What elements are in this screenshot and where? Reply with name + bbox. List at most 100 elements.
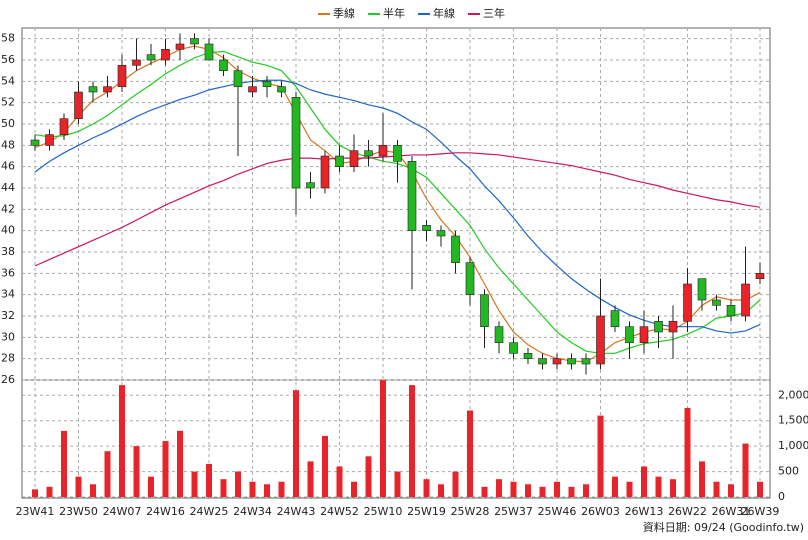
- volume-bar: [612, 476, 618, 497]
- volume-bar: [162, 441, 169, 497]
- y-tick-label: 52: [1, 96, 15, 109]
- x-tick-label: 26W03: [581, 505, 620, 518]
- y2-tick-label: 2,000: [778, 388, 808, 401]
- volume-bar: [423, 479, 430, 497]
- x-tick-label: 24W16: [146, 505, 185, 518]
- candle-body: [132, 59, 141, 66]
- volume-bar: [481, 486, 488, 497]
- candle-body: [538, 358, 547, 365]
- legend-label: 年線: [433, 6, 455, 20]
- volume-bar: [365, 456, 372, 497]
- candle-body: [393, 145, 402, 162]
- y-tick-label: 36: [1, 266, 15, 279]
- candle-body: [668, 321, 678, 333]
- y-tick-label: 40: [1, 224, 15, 237]
- volume-bar: [249, 481, 256, 497]
- legend-label: 季線: [333, 6, 355, 20]
- source-note: 資料日期: 09/24 (Goodinfo.tw): [643, 520, 804, 534]
- y-tick-label: 30: [1, 330, 15, 343]
- plot-frame: [21, 27, 771, 499]
- x-tick-label: 24W52: [320, 505, 359, 518]
- volume-bar: [351, 481, 357, 497]
- volume-bar: [61, 430, 67, 497]
- moving-average-line: [34, 79, 761, 334]
- candle-body: [654, 321, 663, 333]
- y-tick-label: 26: [1, 373, 15, 386]
- x-tick-label: 23W50: [59, 505, 98, 518]
- volume-bar: [206, 463, 212, 497]
- volume-bar: [525, 484, 531, 497]
- candle-body: [74, 91, 83, 119]
- candle-body: [59, 118, 69, 135]
- volume-bar: [641, 466, 647, 497]
- candle-body: [30, 139, 40, 146]
- y2-tick-label: 500: [778, 465, 799, 478]
- volume-bar: [264, 484, 270, 497]
- candle-body: [625, 326, 634, 343]
- candle-body: [146, 54, 156, 61]
- y-tick-label: 38: [1, 245, 15, 258]
- candle-body: [291, 97, 301, 189]
- candle-body: [88, 86, 98, 93]
- x-tick-label: 25W28: [451, 505, 490, 518]
- candle-body: [596, 315, 605, 365]
- volume-bar: [133, 446, 140, 497]
- volume-bar: [742, 443, 749, 497]
- y2-tick-label: 1,000: [778, 439, 808, 452]
- candle-body: [480, 294, 489, 327]
- candle-body: [204, 43, 214, 61]
- y-tick-label: 50: [1, 117, 15, 130]
- candle-body: [741, 283, 750, 317]
- candle-body: [103, 86, 112, 93]
- candle-body: [248, 86, 257, 93]
- y-tick-label: 46: [1, 160, 15, 173]
- x-tick-label: 26W39: [741, 505, 780, 518]
- legend-label: 三年: [483, 6, 505, 20]
- candle-body: [755, 273, 765, 279]
- y2-tick-label: 1,500: [778, 414, 808, 427]
- volume-bar: [90, 484, 96, 497]
- candle-body: [335, 155, 344, 167]
- volume-bar: [728, 484, 734, 497]
- candle-body: [306, 182, 315, 189]
- y-tick-label: 56: [1, 53, 15, 66]
- x-tick-label: 24W25: [190, 505, 229, 518]
- candle-body: [117, 65, 127, 87]
- volume-bar: [496, 479, 502, 497]
- candle-body: [567, 358, 576, 365]
- x-tick-label: 25W19: [407, 505, 446, 518]
- candle-body: [349, 150, 359, 167]
- candle-body: [494, 326, 504, 343]
- x-tick-label: 26W13: [625, 505, 664, 518]
- candle-body: [277, 86, 286, 93]
- x-tick-label: 26W22: [668, 505, 707, 518]
- x-tick-label: 25W46: [538, 505, 577, 518]
- y-tick-label: 44: [1, 181, 15, 194]
- volume-bar: [684, 407, 691, 497]
- candle-body: [45, 134, 54, 146]
- candle-body: [436, 230, 446, 237]
- volume-bar: [510, 481, 517, 497]
- candle-body: [523, 353, 533, 359]
- candle-body: [610, 310, 620, 327]
- candle-body: [407, 161, 417, 231]
- candle-body: [509, 342, 518, 354]
- legend-label: 半年: [383, 6, 405, 20]
- candle-body: [726, 305, 736, 317]
- y-tick-label: 34: [1, 288, 15, 301]
- x-tick-label: 24W34: [233, 505, 272, 518]
- volume-bar: [539, 486, 546, 497]
- volume-bar: [380, 380, 386, 497]
- candle-body: [233, 70, 243, 87]
- candle-body: [161, 49, 170, 61]
- volume-bar: [699, 461, 705, 497]
- volume-bar: [336, 466, 343, 497]
- x-tick-label: 23W41: [16, 505, 55, 518]
- volume-bar: [554, 481, 560, 497]
- y-tick-label: 54: [1, 74, 15, 87]
- volume-bar: [597, 415, 604, 497]
- volume-bar: [235, 471, 241, 497]
- candle-body: [552, 358, 562, 365]
- candle-body: [639, 326, 649, 343]
- volume-bar: [220, 479, 227, 497]
